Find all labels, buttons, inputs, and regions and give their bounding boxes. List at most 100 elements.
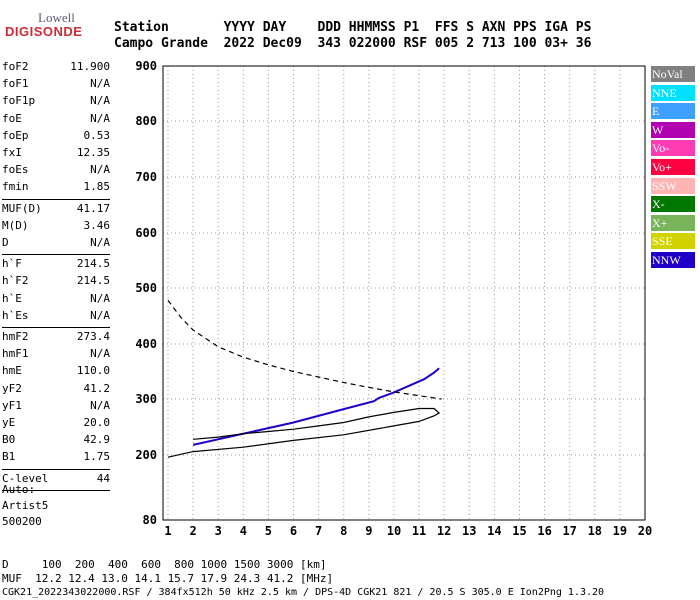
param-value: N/A [90,398,110,412]
param-name: hmF2 [2,330,29,343]
legend-item: SSW [651,177,695,194]
param-name: foEp [2,128,29,142]
param-separator [2,327,110,328]
x-tick-label: 8 [340,524,347,538]
series-line [167,407,441,458]
header-labels: Station YYYY DAY DDD HHMMSS P1 FFS S AXN… [114,20,592,35]
param-value: 42.9 [83,433,111,447]
param-name: foE [2,111,22,125]
param-value: 20.0 [83,416,111,429]
param-name: foF1 [2,77,29,91]
logo-lowell: Lowell [38,10,75,25]
param-value: 273.4 [76,330,110,343]
logo-digisonde: DIGISONDE [5,24,83,39]
param-separator [2,254,110,256]
ionogram-chart: 1 2 3 4 5 6 7 8 9 10 11 12 13 14 15 16 17 18 19 20802003004… [135,59,652,538]
param-name: B1 [2,450,16,464]
x-tick-label: 2 [189,524,196,538]
y-tick-label: 700 [135,170,157,184]
x-tick-label: 12 [437,524,451,538]
param-name: h`Es [2,308,29,322]
param-name: fxI [2,146,22,159]
param-name: h`F2 [2,274,29,288]
chart-frame [162,65,646,521]
y-tick-label: 900 [135,59,157,73]
header-values: Campo Grande 2022 Dec09 343 022000 RSF 0… [114,36,592,51]
x-tick-label: 7 [315,524,322,538]
param-name: MUF(D) [2,201,42,215]
param-value: N/A [90,163,110,177]
param-name: C-level [2,471,49,485]
param-name: B0 [2,433,16,447]
legend-item: NNE [651,84,695,101]
param-name: foF1p [2,94,36,108]
footer-muf: MUF 12.2 12.4 13.0 14.1 15.7 17.9 24.3 4… [2,572,334,585]
y-tick-label: 500 [135,281,157,295]
legend-item: W [651,121,695,138]
x-tick-label: 5 [265,524,272,538]
param-name: M(D) [2,218,29,232]
param-separator [2,468,110,470]
param-name: yF2 [2,381,22,395]
y-tick-label: 300 [135,392,157,406]
param-value: 110.0 [76,364,110,378]
legend-item: NoVal [651,66,695,82]
param-value: 12.35 [76,146,110,159]
param-value: N/A [90,308,110,322]
param-name: h`F [2,257,22,271]
x-tick-label: 17 [562,524,576,538]
param-value: 214.5 [76,274,110,288]
series-line [192,367,440,446]
param-name: yE [2,416,16,429]
param-name: D [2,236,9,249]
param-value: 0.53 [83,128,111,142]
x-tick-label: 13 [462,524,476,538]
legend-item: X+ [651,214,695,231]
x-tick-label: 3 [215,524,222,538]
param-value: 41.2 [83,381,111,395]
param-value: 1.75 [83,450,111,464]
param-value: N/A [90,291,110,305]
legend-item: SSE [651,233,695,250]
param-name: fmin [2,180,29,194]
legend-item: Vo+ [651,159,695,175]
x-tick-label: 1 [164,524,171,538]
x-tick-label: 16 [537,524,551,538]
param-name: foEs [2,163,29,177]
param-name: foF2 [2,60,29,73]
series-line [167,299,442,400]
x-tick-label: 18 [588,524,602,538]
param-name: h`E [2,291,22,305]
param-value: 214.5 [76,257,110,271]
param-value: 1.85 [83,180,111,194]
x-tick-label: 11 [412,524,426,538]
x-tick-label: 10 [387,524,401,538]
param-name: hmE [2,364,22,378]
param-separator [2,489,110,491]
param-value: 3.46 [83,218,111,232]
x-tick-label: 20 [638,524,652,538]
x-tick-label: 15 [512,524,526,538]
param-value: 44 [96,471,110,485]
param-value: 41.17 [76,201,110,215]
auto-method: Artist5 [2,499,49,512]
param-name: hmF1 [2,347,29,361]
y-tick-label: 200 [135,448,157,462]
legend-item: Vo- [651,140,695,157]
x-tick-label: 4 [240,524,247,538]
legend-item: NNW [651,252,695,268]
legend-item: E [651,103,695,120]
x-tick-label: 19 [613,524,627,538]
legend-item: X- [651,196,695,213]
param-name: yF1 [2,398,22,412]
param-value: 11.900 [70,60,110,73]
y-tick-label: 80 [143,513,157,527]
y-tick-label: 400 [135,337,157,351]
param-value: N/A [90,111,110,125]
x-tick-label: 9 [365,524,372,538]
param-value: N/A [90,94,110,108]
x-tick-label: 6 [290,524,297,538]
y-tick-label: 600 [135,226,157,240]
param-value: N/A [90,77,110,91]
y-tick-label: 800 [135,114,157,128]
